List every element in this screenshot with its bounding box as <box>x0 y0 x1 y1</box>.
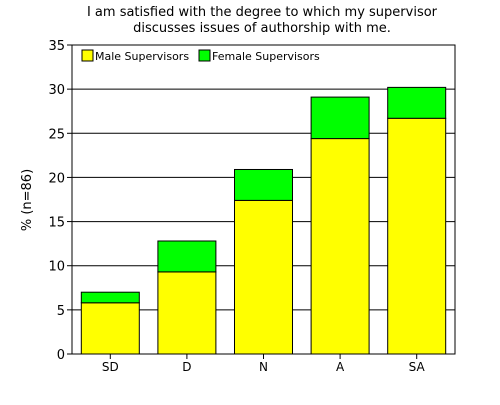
bar-male-a <box>310 138 370 355</box>
bar-female-sa <box>387 86 447 119</box>
y-axis-label: % (n=86) <box>20 169 35 231</box>
bars <box>80 86 447 355</box>
bar-female-a <box>310 96 370 140</box>
y-tick-label: 0 <box>57 348 65 363</box>
legend-swatch-male <box>81 49 94 62</box>
legend-label-female: Female Supervisors <box>212 50 320 63</box>
y-tick-label: 15 <box>48 216 65 231</box>
y-tick-label: 30 <box>48 83 65 98</box>
y-tick-label: 35 <box>48 39 65 54</box>
x-tick-label: N <box>259 360 268 374</box>
bar-male-d <box>157 271 217 355</box>
y-tick-label: 5 <box>57 304 65 319</box>
legend: Male Supervisors Female Supervisors <box>81 49 320 63</box>
x-tick-label: A <box>336 360 345 374</box>
bar-male-sd <box>80 302 140 355</box>
y-axis-ticks: 0 5 10 15 20 25 30 35 <box>48 39 72 363</box>
x-tick-label: SD <box>102 360 119 374</box>
x-tick-label: D <box>182 360 191 374</box>
bar-male-n <box>234 199 293 355</box>
bar-female-sd <box>80 291 140 304</box>
x-axis-ticks: SD D N A SA <box>102 354 426 374</box>
bar-male-sa <box>387 117 447 355</box>
bar-female-n <box>234 168 293 201</box>
chart-title-line-2: discusses issues of authorship with me. <box>133 21 391 36</box>
legend-label-male: Male Supervisors <box>95 50 189 63</box>
y-tick-label: 10 <box>48 260 65 275</box>
bar-female-d <box>157 240 217 273</box>
y-tick-label: 25 <box>48 127 65 142</box>
chart-title-line-1: I am satisfied with the degree to which … <box>87 5 438 20</box>
legend-swatch-female <box>198 49 211 62</box>
y-tick-label: 20 <box>48 171 65 186</box>
x-tick-label: SA <box>409 360 426 374</box>
